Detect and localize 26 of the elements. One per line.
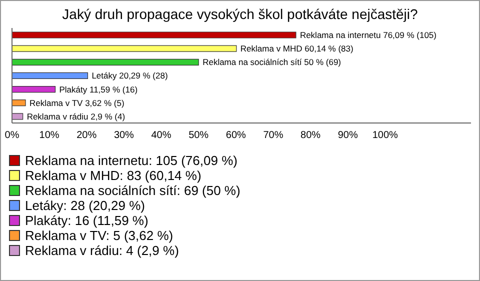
data-label: Reklama v TV 3,62 % (5) (30, 98, 124, 108)
x-tick-label: 70% (263, 130, 284, 142)
x-tick-label: 60% (226, 130, 246, 142)
data-label: Reklama na sociálních sítí 50 % (69) (202, 57, 342, 68)
legend-label: Reklama v MHD: 83 (60,14 %) (25, 168, 202, 183)
data-label: Letáky 20,29 % (28) (92, 70, 168, 81)
x-tick-label: 20% (76, 130, 97, 142)
legend-label: Reklama na sociálních sítí: 69 (50 %) (25, 183, 240, 198)
x-tick-label: 10% (39, 130, 60, 142)
x-tick-label: 50% (188, 130, 209, 142)
x-tick-label: 30% (114, 130, 134, 142)
x-tick-label: 100% (372, 130, 398, 142)
legend-label: Letáky: 28 (20,29 %) (25, 198, 145, 213)
x-tick-label: 0% (4, 130, 20, 142)
legend-label: Reklama na internetu: 105 (76,09 %) (25, 153, 238, 168)
data-label: Plakáty 11,59 % (16) (59, 84, 138, 94)
data-label: Reklama v MHD 60,14 % (83) (240, 44, 354, 54)
x-tick-label: 90% (338, 130, 358, 142)
legend-label: Reklama v TV: 5 (3,62 %) (25, 228, 174, 243)
data-label: Reklama na internetu 76,09 % (105) (300, 30, 437, 40)
legend-label: Plakáty: 16 (11,59 %) (25, 213, 148, 228)
x-tick-label: 80% (300, 130, 321, 142)
x-tick-label: 40% (151, 130, 172, 142)
data-label: Reklama v rádiu 2,9 % (4) (26, 111, 126, 122)
legend-label: Reklama v rádiu: 4 (2,9 %) (25, 243, 179, 258)
chart-title: Jaký druh propagace vysokých škol potkáváte nejčastěji? (61, 6, 419, 24)
